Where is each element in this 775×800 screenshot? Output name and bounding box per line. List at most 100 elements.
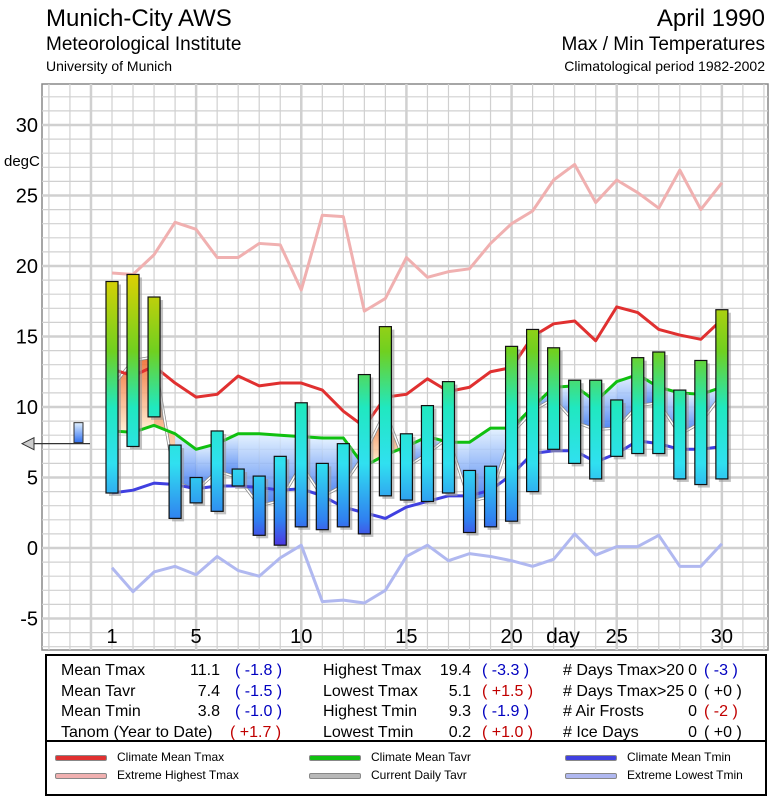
stat-value: 7.4 xyxy=(197,682,220,700)
period: Climatological period 1982-2002 xyxy=(564,58,765,74)
x-tick-label: 1 xyxy=(106,626,117,648)
stat-anomaly: ( -1.9 ) xyxy=(482,703,530,720)
y-tick-label: 20 xyxy=(16,256,38,278)
temperature-bar xyxy=(294,402,308,528)
stat-label: Lowest Tmin xyxy=(323,723,414,741)
temperature-bar xyxy=(504,345,519,522)
stat-anomaly: ( -3 ) xyxy=(704,662,738,679)
stat-value: 0 xyxy=(688,723,697,741)
temperature-bar xyxy=(273,455,287,546)
x-tick-label: 30 xyxy=(711,626,733,648)
stat-label: Highest Tmax xyxy=(323,662,422,679)
temperature-bar xyxy=(147,296,161,418)
stat-anomaly: ( -2 ) xyxy=(704,703,738,720)
stat-value: 19.4 xyxy=(439,662,471,679)
temperature-bar xyxy=(168,444,182,519)
legend-swatch xyxy=(55,773,107,779)
y-tick-label: 30 xyxy=(16,115,38,137)
y-tick-label: 5 xyxy=(27,468,38,490)
temperature-bar xyxy=(420,404,435,503)
y-tick-label: 0 xyxy=(27,538,38,560)
y-tick-label: 15 xyxy=(16,327,38,349)
stat-anomaly: ( +0 ) xyxy=(704,723,742,741)
station-title: Munich-City AWS xyxy=(46,5,232,32)
temperature-bar xyxy=(525,328,540,493)
stat-anomaly: ( +1.0 ) xyxy=(482,723,534,741)
stat-label: Tanom (Year to Date) xyxy=(61,723,213,741)
temperature-bar xyxy=(694,359,708,486)
temperature-bar xyxy=(462,469,477,534)
temperature-bar xyxy=(589,379,603,480)
arrow-marker-icon xyxy=(20,436,35,451)
legend: Climate Mean Tmax Climate Mean Tavr Climat… xyxy=(45,740,767,796)
statistics-table: Mean Tmax 11.1 ( -1.8 ) Highest Tmax 19.4 ( -… xyxy=(45,654,767,742)
stat-value: 11.1 xyxy=(190,662,220,679)
stat-value: 9.3 xyxy=(448,703,471,720)
stat-label: # Ice Days xyxy=(563,723,639,741)
month-mean-bar xyxy=(73,422,84,444)
x-tick-label: 20 xyxy=(500,626,522,648)
stat-value: 0 xyxy=(688,682,697,700)
x-axis-label: day xyxy=(546,625,580,648)
temperature-bar xyxy=(568,379,582,464)
stat-value: 0.2 xyxy=(448,723,471,741)
temperature-bar xyxy=(210,430,224,512)
institute: Meteorological Institute xyxy=(46,34,242,55)
stat-label: # Days Tmax>25 xyxy=(563,682,685,700)
temperature-bar xyxy=(315,462,329,531)
temperature-bar xyxy=(483,465,498,528)
stat-label: Highest Tmin xyxy=(323,703,417,720)
temperature-bar xyxy=(336,443,350,528)
legend-swatch xyxy=(565,755,617,761)
stat-value: 0 xyxy=(688,662,697,679)
stat-anomaly: ( +1.5 ) xyxy=(482,682,534,700)
stat-anomaly: ( -1.5 ) xyxy=(235,682,283,700)
extreme-lowest-tmin-line xyxy=(110,532,723,605)
climate-mean-tmax-line xyxy=(111,305,723,429)
stat-anomaly: ( +1.7 ) xyxy=(230,723,282,741)
legend-label: Extreme Lowest Tmin xyxy=(627,768,743,782)
temperature-bar xyxy=(441,381,456,494)
temperature-bar xyxy=(252,475,266,536)
legend-label: Climate Mean Tmin xyxy=(627,750,731,764)
stat-label: Lowest Tmax xyxy=(323,682,418,700)
stat-label: Mean Tmax xyxy=(61,662,146,679)
stat-label: # Days Tmax>20 xyxy=(563,662,685,679)
temperature-bar xyxy=(126,273,140,448)
legend-label: Extreme Highest Tmax xyxy=(117,768,239,782)
x-tick-label: 25 xyxy=(606,626,628,648)
stat-anomaly: ( -1.0 ) xyxy=(235,703,283,720)
stat-value: 3.8 xyxy=(197,703,220,720)
temperature-bar xyxy=(673,389,687,480)
stat-anomaly: ( -3.3 ) xyxy=(482,662,530,679)
y-tick-label: 10 xyxy=(16,397,38,419)
y-tick-label: -5 xyxy=(20,609,38,631)
x-tick-label: 15 xyxy=(395,626,417,648)
month-title: April 1990 xyxy=(656,5,765,32)
x-tick-label: 10 xyxy=(290,626,312,648)
temperature-bar xyxy=(399,433,414,501)
temperature-bar xyxy=(357,373,371,535)
temperature-bar xyxy=(547,347,561,450)
legend-swatch xyxy=(565,773,617,779)
temperature-bar xyxy=(610,399,624,457)
legend-label: Climate Mean Tmax xyxy=(117,750,225,764)
temperature-bar xyxy=(105,280,119,494)
y-tick-label: 25 xyxy=(16,186,38,208)
temperature-bar xyxy=(715,309,729,480)
stat-anomaly: ( +0 ) xyxy=(704,682,742,700)
temperature-bar xyxy=(189,476,203,504)
stat-anomaly: ( -1.8 ) xyxy=(235,662,283,679)
temperature-bar xyxy=(652,351,666,455)
stat-value: 0 xyxy=(688,703,697,720)
stat-label: Mean Tavr xyxy=(61,682,136,700)
stat-label: Mean Tmin xyxy=(61,703,141,720)
chart-subtitle: Max / Min Temperatures xyxy=(561,34,765,55)
extreme-highest-tmax-line xyxy=(111,162,724,313)
temperature-bar xyxy=(231,468,245,487)
legend-label: Climate Mean Tavr xyxy=(371,750,471,764)
y-axis-label: degC xyxy=(4,153,40,170)
temperature-bar xyxy=(378,326,392,497)
temperature-bar xyxy=(631,357,645,455)
